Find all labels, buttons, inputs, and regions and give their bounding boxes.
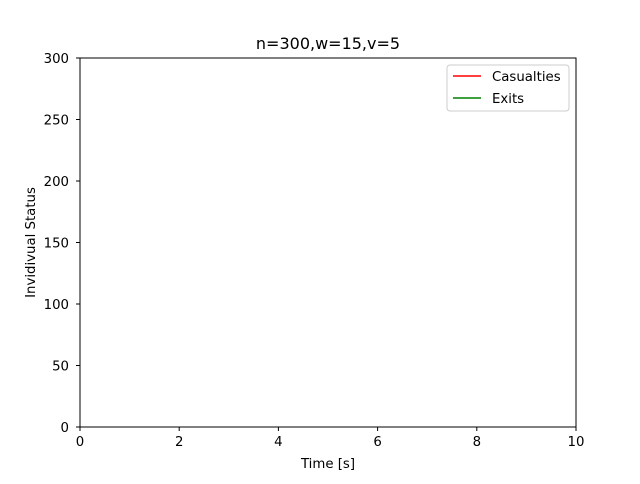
x-tick-label: 2 [175,435,183,450]
x-tick-label: 4 [274,435,282,450]
y-tick-label: 250 [44,114,69,129]
y-tick-label: 300 [44,52,69,67]
y-tick-label: 150 [44,237,69,252]
x-tick-label: 0 [76,435,84,450]
chart-title: n=300,w=15,v=5 [256,34,400,53]
y-tick-label: 0 [61,421,69,436]
y-axis-label: Invidivual Status [24,187,39,298]
legend-label-exits: Exits [492,92,524,107]
y-tick-label: 50 [52,360,69,375]
x-axis: 0 2 4 6 8 10 [76,427,585,450]
x-tick-label: 6 [373,435,381,450]
y-tick-label: 200 [44,175,69,190]
y-tick-label: 100 [44,298,69,313]
legend-label-casualties: Casualties [492,70,561,85]
legend-items: Casualties Exits [453,70,561,107]
x-tick-label: 8 [473,435,481,450]
y-axis: 0 50 100 150 200 250 300 [44,52,80,436]
x-axis-label: Time [s] [300,457,355,472]
legend: Casualties Exits [446,64,570,112]
x-tick-label: 10 [568,435,585,450]
